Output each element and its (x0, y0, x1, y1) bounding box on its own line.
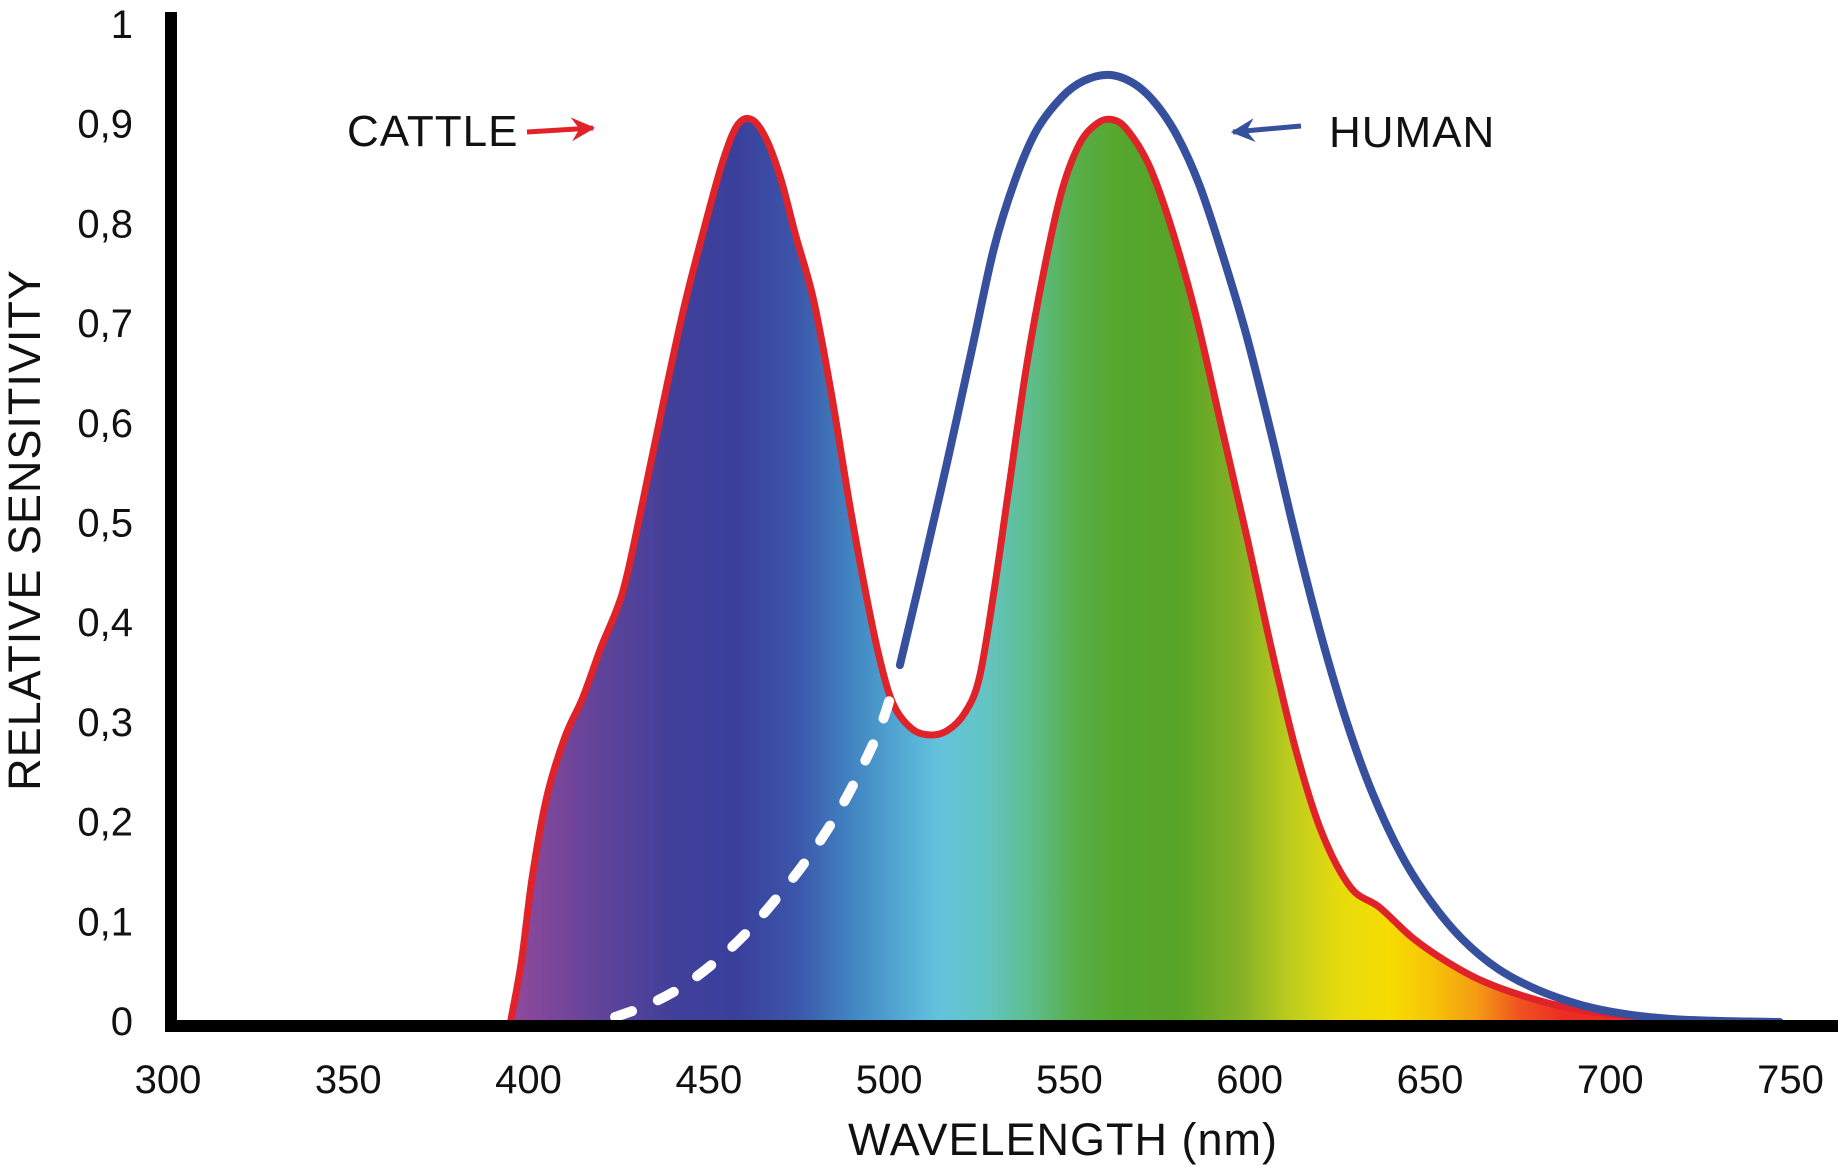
cattle-label: CATTLE (347, 107, 518, 156)
x-tick-label: 400 (495, 1058, 562, 1102)
human-sensitivity-curve (895, 70, 1784, 1026)
y-tick-label: 1 (111, 3, 133, 47)
human-label: HUMAN (1329, 108, 1495, 157)
human-arrow-icon (1230, 118, 1302, 142)
y-tick-label: 0,9 (77, 103, 133, 147)
cattle-sensitivity-curve (507, 114, 1758, 1026)
x-axis-title: WAVELENGTH (nm) (848, 1114, 1278, 1165)
y-axis-tick-labels: 0 0,1 0,2 0,3 0,4 0,5 0,6 0,7 0,8 0,9 1 (77, 3, 133, 1044)
x-tick-label: 700 (1577, 1058, 1644, 1102)
y-tick-label: 0,2 (77, 801, 133, 845)
x-tick-label: 650 (1397, 1058, 1464, 1102)
x-axis-tick-labels: 300 350 400 450 500 550 600 650 700 750 (135, 1058, 1824, 1102)
x-tick-label: 450 (675, 1058, 742, 1102)
cattle-arrow-icon (526, 117, 596, 142)
y-tick-label: 0,5 (77, 502, 133, 546)
y-tick-label: 0,8 (77, 202, 133, 246)
y-tick-label: 0,6 (77, 402, 133, 446)
y-tick-label: 0,7 (77, 302, 133, 346)
y-tick-label: 0,4 (77, 601, 133, 645)
x-tick-label: 350 (315, 1058, 382, 1102)
y-tick-label: 0,1 (77, 900, 133, 944)
x-tick-label: 550 (1036, 1058, 1103, 1102)
y-tick-label: 0,3 (77, 701, 133, 745)
x-tick-label: 750 (1757, 1058, 1824, 1102)
y-tick-label: 0 (111, 1000, 133, 1044)
x-tick-label: 500 (856, 1058, 923, 1102)
x-tick-label: 300 (135, 1058, 202, 1102)
human-curve-hidden-dashed (610, 660, 905, 1022)
y-axis-title: RELATIVE SENSITIVITY (0, 269, 50, 791)
x-tick-label: 600 (1216, 1058, 1283, 1102)
